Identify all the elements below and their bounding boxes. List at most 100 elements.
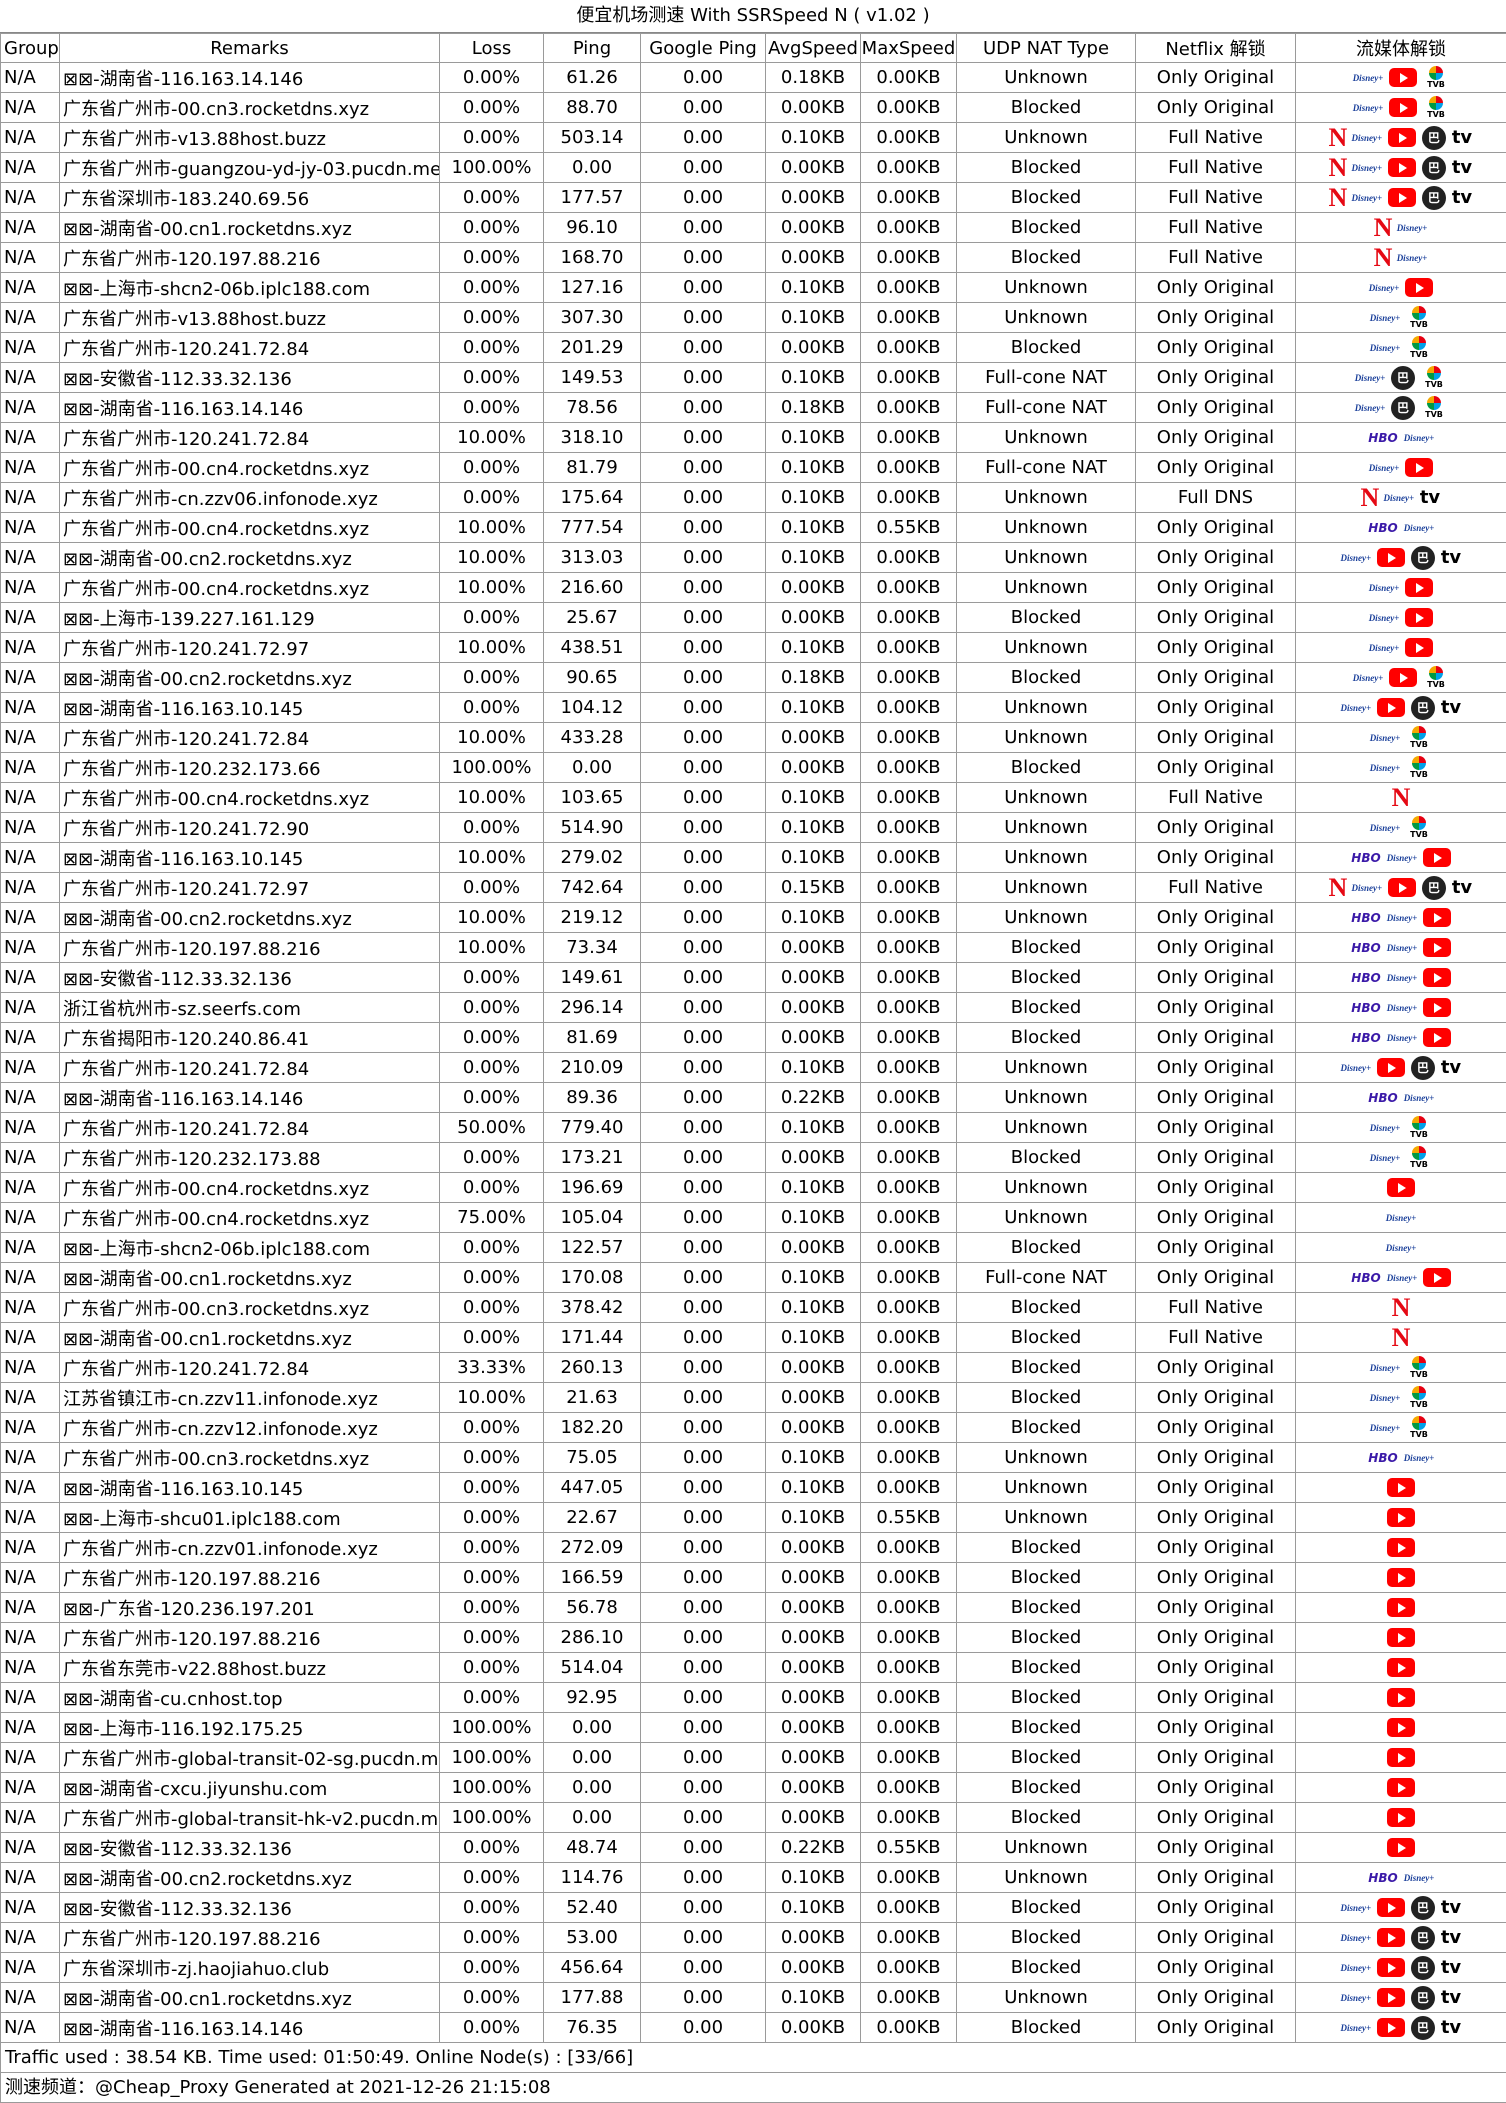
cell-group: N/A (1, 543, 60, 573)
cell-google-ping: 0.00 (641, 1383, 766, 1413)
cell-streaming-icons: Disney+TVB (1296, 663, 1506, 693)
cell-udp-nat: Blocked (957, 1023, 1136, 1053)
cell-ping: 514.04 (544, 1653, 641, 1683)
cell-group: N/A (1, 1773, 60, 1803)
cell-group: N/A (1, 633, 60, 663)
cell-streaming-icons: Disney+TVB (1296, 1353, 1506, 1383)
tvb-logo-dot (1427, 366, 1441, 380)
cell-netflix: Only Original (1136, 1743, 1296, 1773)
cell-ping: 742.64 (544, 873, 641, 903)
disney-icon: Disney+ (1370, 733, 1400, 743)
youtube-icon (1423, 1028, 1451, 1047)
youtube-icon (1388, 188, 1416, 207)
cell-loss: 100.00% (440, 1713, 544, 1743)
cell-google-ping: 0.00 (641, 1743, 766, 1773)
cell-loss: 10.00% (440, 1383, 544, 1413)
cell-max-speed: 0.00KB (861, 1443, 957, 1473)
netflix-icon: N (1330, 123, 1346, 153)
cell-google-ping: 0.00 (641, 1323, 766, 1353)
youtube-icon (1387, 1808, 1415, 1827)
cell-udp-nat: Full-cone NAT (957, 453, 1136, 483)
cell-remarks: ⊠⊠-湖南省-cu.cnhost.top (60, 1683, 440, 1713)
cell-group: N/A (1, 753, 60, 783)
cell-google-ping: 0.00 (641, 723, 766, 753)
cell-avg-speed: 0.10KB (766, 1263, 861, 1293)
cell-udp-nat: Blocked (957, 1743, 1136, 1773)
bahamut-icon: 巴 (1411, 2016, 1435, 2040)
netflix-icon: N (1362, 483, 1378, 513)
youtube-icon (1387, 1478, 1415, 1497)
cell-avg-speed: 0.18KB (766, 663, 861, 693)
cell-netflix: Only Original (1136, 1173, 1296, 1203)
cell-group: N/A (1, 903, 60, 933)
cell-remarks: 广东省广州市-120.241.72.84 (60, 1113, 440, 1143)
bilibili-icon: tv (1452, 127, 1472, 148)
bahamut-icon: 巴 (1411, 1926, 1435, 1950)
cell-udp-nat: Blocked (957, 1713, 1136, 1743)
cell-ping: 81.79 (544, 453, 641, 483)
bilibili-icon: tv (1452, 187, 1472, 208)
cell-ping: 78.56 (544, 393, 641, 423)
cell-google-ping: 0.00 (641, 1953, 766, 1983)
cell-netflix: Only Original (1136, 1443, 1296, 1473)
cell-udp-nat: Blocked (957, 213, 1136, 243)
cell-loss: 10.00% (440, 543, 544, 573)
cell-group: N/A (1, 153, 60, 183)
cell-google-ping: 0.00 (641, 1713, 766, 1743)
cell-loss: 10.00% (440, 903, 544, 933)
tvb-logo-text: TVB (1427, 680, 1445, 689)
cell-remarks: ⊠⊠-上海市-shcn2-06b.iplc188.com (60, 1233, 440, 1263)
cell-group: N/A (1, 1263, 60, 1293)
cell-remarks: 广东省广州市-120.241.72.84 (60, 1053, 440, 1083)
cell-ping: 0.00 (544, 1803, 641, 1833)
cell-group: N/A (1, 453, 60, 483)
cell-max-speed: 0.00KB (861, 1563, 957, 1593)
cell-streaming-icons: Disney+TVB (1296, 1413, 1506, 1443)
table-header-row: Group Remarks Loss Ping Google Ping AvgS… (1, 34, 1506, 63)
disney-icon: Disney+ (1370, 313, 1400, 323)
cell-netflix: Only Original (1136, 663, 1296, 693)
cell-max-speed: 0.00KB (861, 1413, 957, 1443)
cell-remarks: ⊠⊠-湖南省-116.163.14.146 (60, 2013, 440, 2043)
cell-group: N/A (1, 1623, 60, 1653)
cell-ping: 447.05 (544, 1473, 641, 1503)
cell-loss: 0.00% (440, 333, 544, 363)
bilibili-icon: tv (1441, 547, 1461, 568)
cell-remarks: 广东省广州市-00.cn4.rocketdns.xyz (60, 573, 440, 603)
bahamut-icon: 巴 (1411, 1896, 1435, 1920)
cell-streaming-icons: Disney+TVB (1296, 1383, 1506, 1413)
cell-remarks: 浙江省杭州市-sz.seerfs.com (60, 993, 440, 1023)
cell-remarks: ⊠⊠-湖南省-00.cn2.rocketdns.xyz (60, 903, 440, 933)
cell-max-speed: 0.00KB (861, 993, 957, 1023)
cell-avg-speed: 0.10KB (766, 423, 861, 453)
cell-group: N/A (1, 1713, 60, 1743)
cell-loss: 0.00% (440, 243, 544, 273)
cell-loss: 10.00% (440, 723, 544, 753)
cell-max-speed: 0.00KB (861, 453, 957, 483)
cell-loss: 0.00% (440, 213, 544, 243)
cell-streaming-icons: Disney+TVB (1296, 813, 1506, 843)
cell-loss: 0.00% (440, 2013, 544, 2043)
cell-streaming-icons: Disney+ (1296, 453, 1506, 483)
cell-avg-speed: 0.10KB (766, 1503, 861, 1533)
cell-udp-nat: Unknown (957, 1863, 1136, 1893)
cell-group: N/A (1, 963, 60, 993)
cell-group: N/A (1, 1053, 60, 1083)
cell-avg-speed: 0.15KB (766, 873, 861, 903)
cell-max-speed: 0.00KB (861, 393, 957, 423)
cell-avg-speed: 0.00KB (766, 1623, 861, 1653)
cell-ping: 89.36 (544, 1083, 641, 1113)
disney-icon: Disney+ (1387, 973, 1417, 983)
disney-icon: Disney+ (1387, 943, 1417, 953)
disney-icon: Disney+ (1386, 1243, 1416, 1253)
cell-loss: 100.00% (440, 753, 544, 783)
cell-remarks: ⊠⊠-上海市-shcn2-06b.iplc188.com (60, 273, 440, 303)
